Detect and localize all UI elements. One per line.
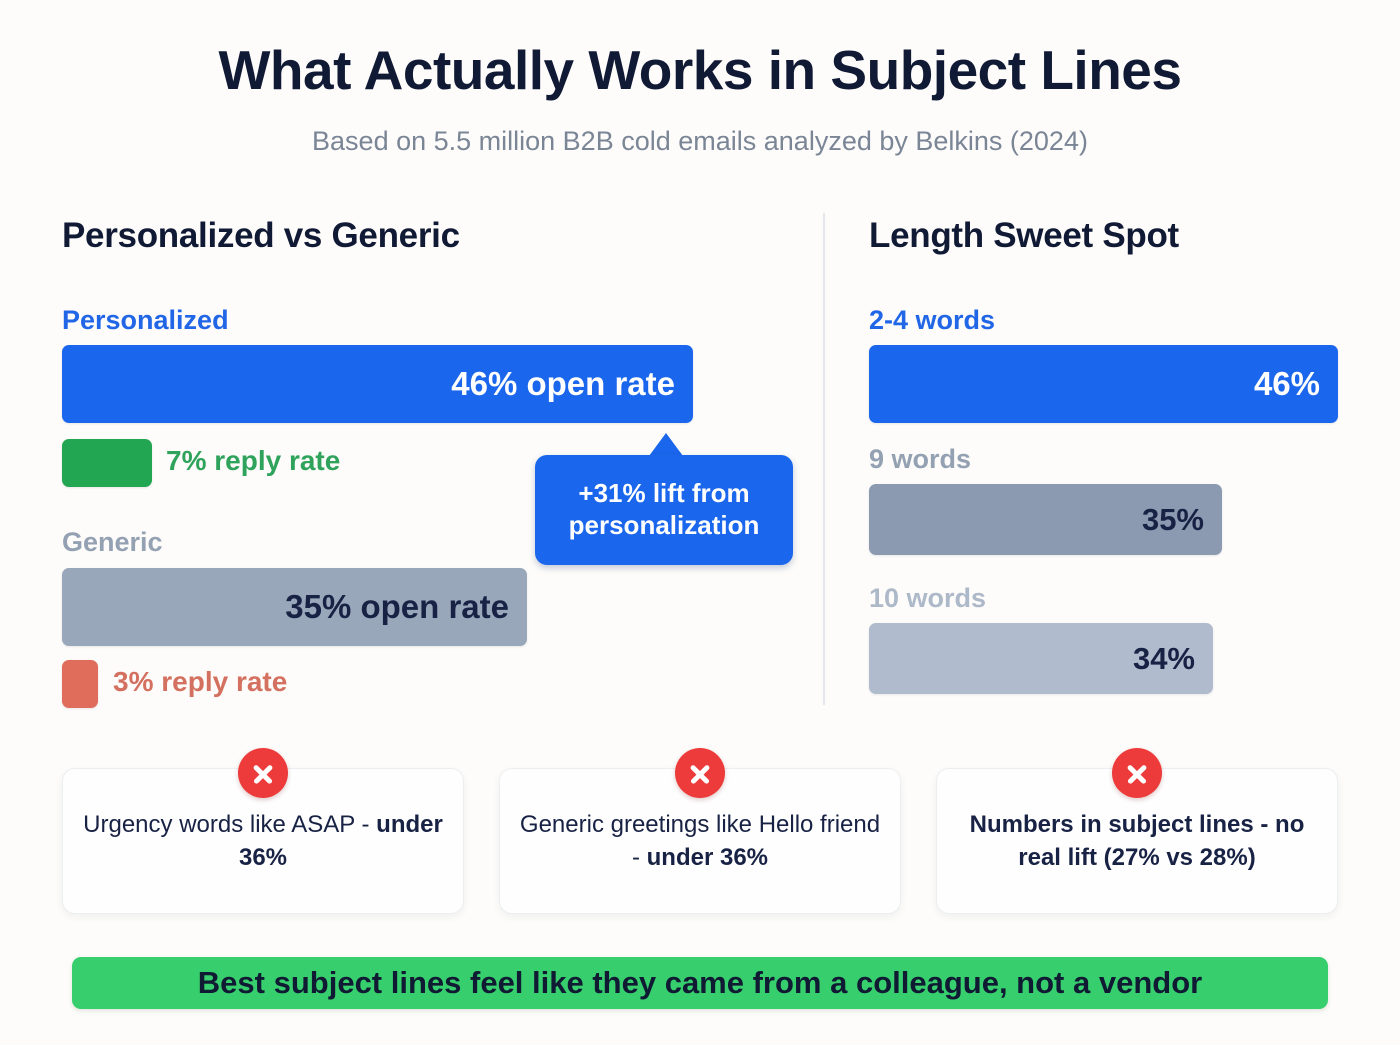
panel-divider: [823, 213, 825, 705]
card-0-lead: Urgency words like ASAP -: [83, 810, 377, 838]
personalized-group-label: Personalized: [62, 305, 229, 335]
callout-tail-icon: [649, 433, 683, 456]
x-circle-icon: [675, 748, 725, 798]
bar-length-9-words: 35%: [869, 484, 1222, 555]
card-1-emphasis: under 36%: [646, 844, 769, 871]
negative-card-generic-greetings-text: Generic greetings like Hello friend - un…: [514, 808, 886, 874]
generic-reply-rate-label: 3% reply rate: [113, 666, 288, 697]
card-1-lead: Generic greetings like Hello friend -: [519, 810, 881, 871]
negative-card-numbers-in-subject-lines-text: Numbers in subject lines - no real lift …: [951, 808, 1323, 874]
left-panel-heading: Personalized vs Generic: [62, 216, 460, 255]
bar-generic-open-rate-value: 35% open rate: [285, 588, 509, 625]
bar-length-10-words-value: 34%: [1132, 640, 1195, 676]
negative-card-urgency-words-text: Urgency words like ASAP - under 36%: [77, 808, 449, 874]
bar-length-2-4-words: 46%: [869, 345, 1338, 423]
page-subtitle: Based on 5.5 million B2B cold emails ana…: [312, 126, 1088, 156]
personalized-reply-rate-label: 7% reply rate: [166, 445, 341, 476]
bar-personalized-open-rate: 46% open rate: [62, 345, 693, 423]
bar-length-2-4-words-value: 46%: [1253, 365, 1320, 402]
right-panel-heading: Length Sweet Spot: [869, 216, 1179, 255]
takeaway-banner: Best subject lines feel like they came f…: [72, 957, 1328, 1009]
page-title: What Actually Works in Subject Lines: [218, 39, 1182, 101]
swatch-personalized-reply-rate: [62, 439, 152, 487]
generic-group-label: Generic: [62, 527, 163, 557]
card-2-lead: Numbers in subject lines - no real lift …: [969, 810, 1305, 871]
personalization-lift-callout: +31% lift from personalization: [535, 455, 793, 565]
x-circle-icon: [1112, 748, 1162, 798]
x-circle-icon: [238, 748, 288, 798]
bar-personalized-open-rate-value: 46% open rate: [451, 365, 675, 402]
negative-card-numbers-in-subject-lines: Numbers in subject lines - no real lift …: [936, 768, 1338, 914]
bar-length-9-words-value: 35%: [1141, 501, 1204, 537]
length-row-label-9-words: 9 words: [869, 444, 972, 474]
bar-length-10-words: 34%: [869, 623, 1213, 694]
card-0-emphasis: under 36%: [238, 810, 443, 871]
swatch-generic-reply-rate: [62, 660, 98, 708]
length-row-label-10-words: 10 words: [869, 583, 987, 613]
length-row-label-2-4-words: 2-4 words: [869, 305, 996, 335]
bar-generic-open-rate: 35% open rate: [62, 568, 527, 646]
